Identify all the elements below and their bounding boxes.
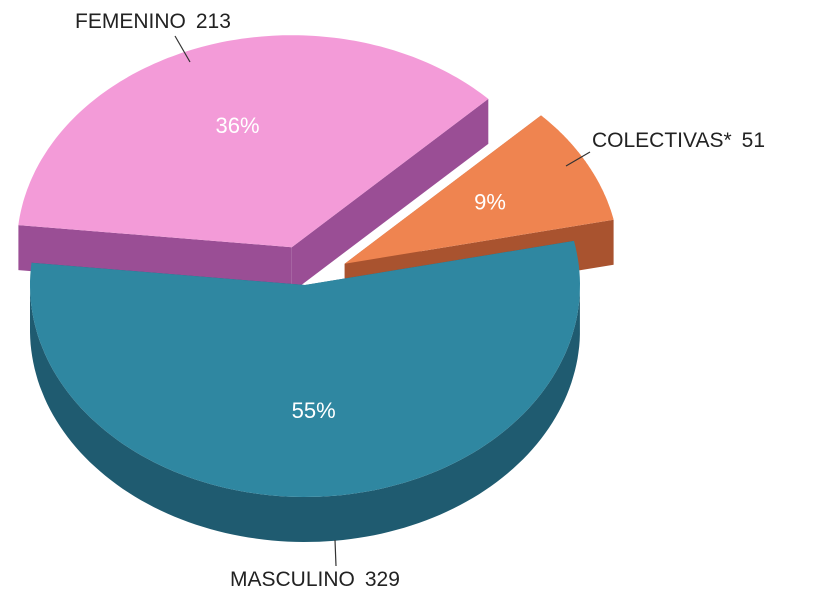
slice-label: COLECTIVAS* 51 (592, 129, 765, 152)
slice-label-count: 329 (365, 568, 400, 591)
slice-label-count: 213 (196, 10, 231, 33)
slice-top (30, 240, 580, 497)
slice-label-name: COLECTIVAS* (592, 129, 732, 152)
slice-radial-wall (291, 98, 489, 293)
slice-label: MASCULINO 329 (230, 568, 400, 591)
slice-label: FEMENINO 213 (75, 10, 231, 33)
percent-label: 36% (216, 113, 260, 138)
slice-top (344, 115, 614, 264)
slice-label-count: 51 (742, 129, 765, 152)
slice-label-name: MASCULINO (230, 568, 355, 591)
percent-label: 9% (474, 189, 506, 214)
leader-line (565, 151, 591, 167)
slice (30, 240, 580, 542)
leader-line (174, 35, 191, 63)
percent-label: 55% (292, 398, 336, 423)
slice-top (18, 35, 489, 248)
leader-line (334, 539, 337, 567)
slice-label-name: FEMENINO (75, 10, 186, 33)
slice-outer-wall (30, 287, 580, 542)
